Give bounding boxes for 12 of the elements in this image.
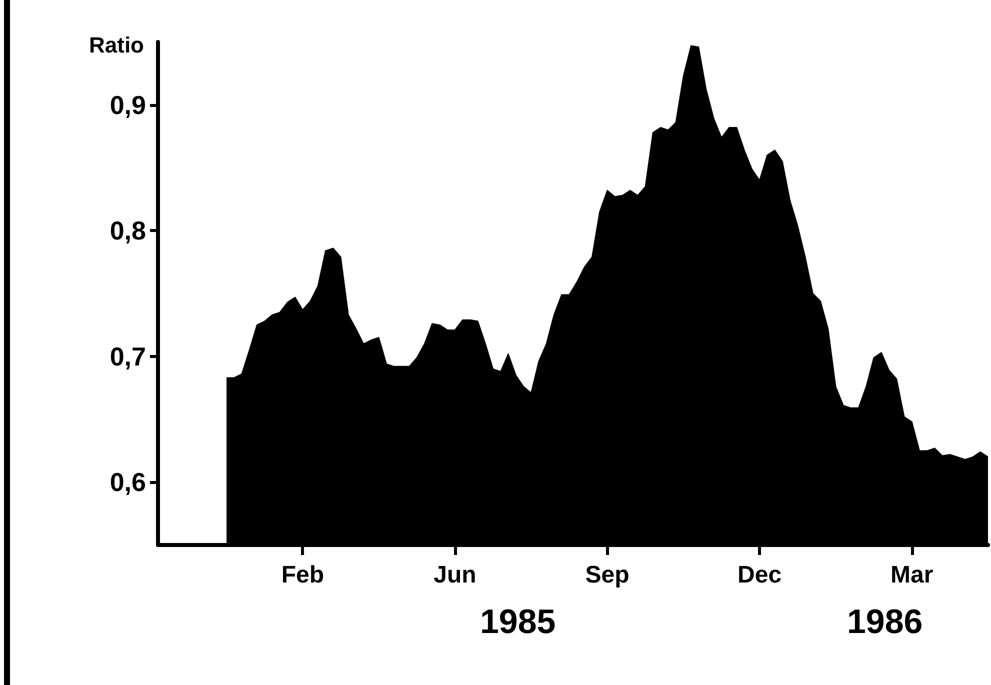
x-tick-label: Sep [585, 562, 630, 588]
x-tick-label: Jun [434, 562, 476, 588]
x-tick-label: Dec [738, 562, 782, 588]
text: 1986 [847, 603, 923, 641]
y-tick-label: 0,6 [110, 467, 146, 498]
text: 1985 [480, 603, 556, 641]
y-tick-label: 0,9 [110, 90, 146, 120]
y-axis-title: Ratio [89, 32, 144, 58]
x-tick-label: Mar [890, 562, 934, 588]
y-tick-label: 0,7 [110, 341, 146, 372]
y-tick-label: 0,8 [110, 216, 146, 246]
x-tick-label: Feb [281, 562, 324, 588]
